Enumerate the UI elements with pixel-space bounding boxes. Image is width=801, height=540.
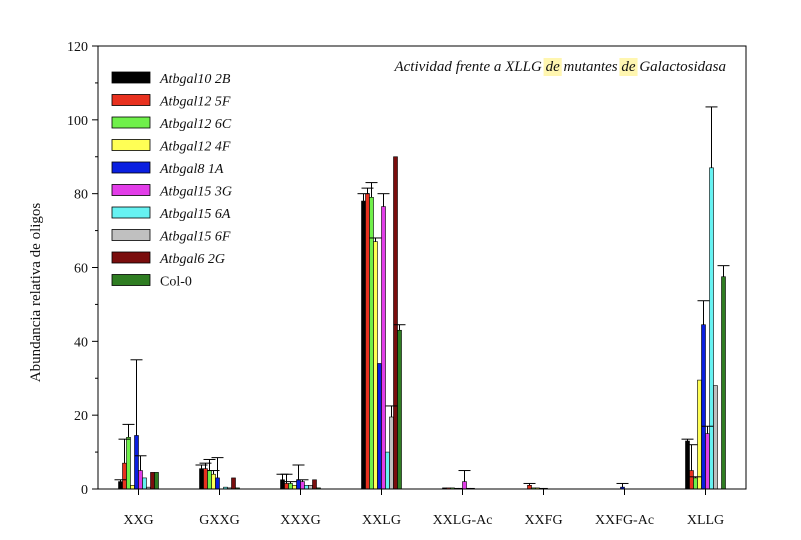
legend-swatch: [111, 184, 151, 196]
legend-swatch: [111, 274, 151, 286]
bar: [138, 470, 143, 490]
bar: [701, 324, 706, 490]
y-tick-label: 0: [81, 483, 88, 498]
bar: [118, 481, 123, 490]
y-tick-label: 40: [74, 335, 88, 350]
legend-swatch: [111, 206, 151, 219]
legend-label: Atbgal6 2G: [159, 252, 225, 267]
bar: [697, 379, 702, 490]
bar: [369, 197, 374, 490]
bar: [154, 472, 159, 490]
bar: [361, 200, 366, 490]
y-tick-label: 60: [74, 262, 88, 277]
bar: [705, 433, 710, 490]
bar: [142, 477, 147, 490]
bar: [393, 156, 398, 490]
x-tick-label: XXLG-Ac: [433, 513, 493, 528]
legend-label: Atbgal15 6F: [159, 230, 231, 245]
x-tick-label: XXXG: [280, 513, 320, 528]
legend: Atbgal10 2B Atbgal12 5F Atbgal12 6C Atbgal1…: [111, 71, 232, 290]
x-tick-label: XXG: [123, 513, 153, 528]
legend-swatch: [111, 71, 151, 84]
bar: [231, 477, 236, 490]
bar: [689, 470, 694, 490]
legend-label: Col-0: [160, 275, 192, 290]
x-tick-label: GXXG: [199, 513, 239, 528]
legend-swatch: [111, 161, 151, 174]
bar: [385, 451, 390, 490]
bar: [211, 473, 216, 490]
y-tick-label: 80: [74, 188, 88, 203]
bar: [292, 485, 297, 490]
plot-frame: [97, 45, 747, 490]
bar: [312, 479, 317, 490]
bar: [126, 437, 131, 490]
bar: [527, 485, 532, 490]
bar: [373, 241, 378, 490]
y-tick-label: 120: [67, 40, 88, 55]
bar: [721, 276, 726, 490]
bar: [288, 483, 293, 490]
bar: [296, 479, 301, 490]
bar: [389, 416, 394, 490]
legend-label: Atbgal15 6A: [159, 207, 231, 222]
bar: [713, 385, 718, 490]
y-axis-label: Abundancia relativa de oligos: [28, 203, 44, 383]
y-tick-label: 20: [74, 409, 88, 424]
bar: [207, 470, 212, 490]
y-tick-label: 100: [67, 114, 88, 129]
x-tick-label: XXFG: [524, 513, 562, 528]
x-tick-label: XLLG: [687, 513, 724, 528]
legend-swatch: [111, 116, 151, 129]
bar: [203, 468, 208, 490]
bar: [284, 483, 289, 490]
bar: [130, 485, 135, 490]
bar: [462, 481, 467, 490]
x-tick-label: XXLG: [362, 513, 401, 528]
bar: [709, 167, 714, 490]
legend-swatch: [111, 229, 151, 241]
x-tick-label: XXFG-Ac: [595, 513, 654, 528]
bar: [199, 468, 204, 490]
legend-label: Atbgal12 6C: [159, 117, 232, 132]
bar: [685, 440, 690, 490]
legend-label: Atbgal15 3G: [159, 185, 232, 200]
bar: [693, 477, 698, 490]
bar: [300, 481, 305, 490]
bar: [397, 329, 402, 490]
bar: [304, 485, 309, 490]
x-axis: XXG GXXG XXXG XXLG XXLG-Ac XXFG XXFG-Ac XLLG: [123, 489, 724, 528]
bar: [381, 206, 386, 490]
annotation-highlight: [543, 58, 562, 76]
legend-label: Atbgal10 2B: [159, 72, 231, 87]
y-axis: 0 20 40 60 80 100 120: [67, 40, 98, 498]
bar: [377, 363, 382, 490]
chart-annotation: Actividad frente a XLLG de mutantes de G…: [393, 59, 726, 75]
bar: [150, 472, 155, 490]
legend-swatch: [111, 94, 151, 106]
legend-swatch: [111, 139, 151, 151]
bar: [280, 479, 285, 490]
legend-label: Atbgal8 1A: [159, 162, 224, 177]
bar: [134, 435, 139, 490]
legend-label: Atbgal12 4F: [159, 140, 231, 155]
legend-swatch: [111, 251, 151, 264]
bar: [365, 193, 370, 490]
error-bars-layer: [114, 106, 730, 488]
annotation-highlight: [619, 58, 638, 76]
legend-label: Atbgal12 5F: [159, 95, 231, 110]
bar: [122, 462, 127, 490]
bar: [308, 485, 313, 490]
bar: [215, 477, 220, 490]
